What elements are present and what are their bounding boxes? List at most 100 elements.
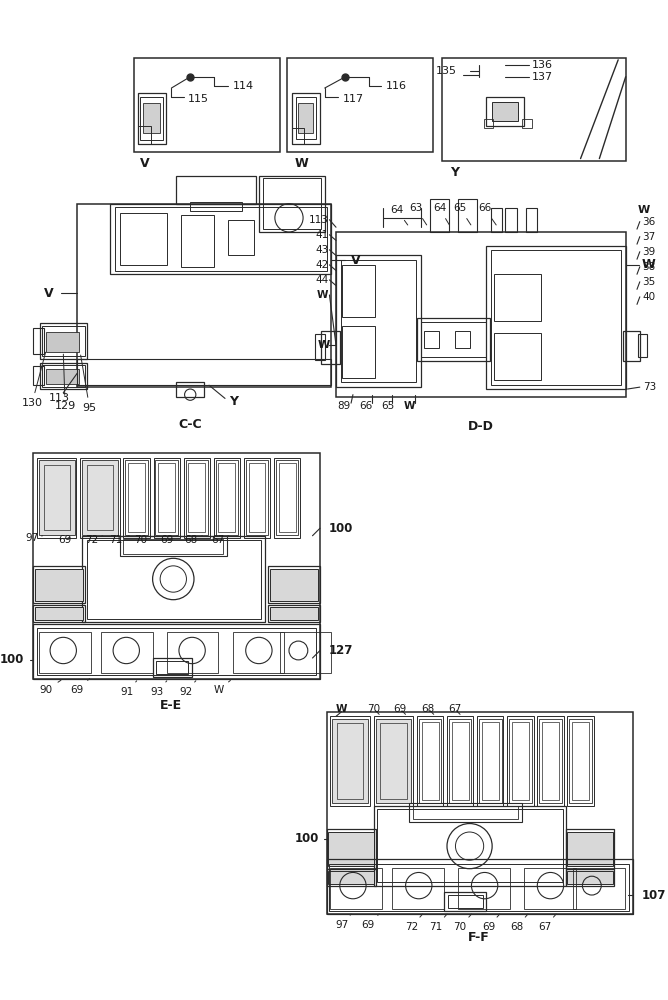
Bar [35,569,83,601]
Bar [248,463,265,532]
Bar [409,803,522,822]
Text: 136: 136 [532,60,552,70]
Text: W: W [403,401,415,411]
Bar [522,119,532,128]
Text: 129: 129 [55,354,75,411]
Bar [392,868,444,909]
Bar [270,607,318,620]
Bar [124,458,150,538]
Bar [491,208,502,232]
Bar [331,868,382,909]
Bar [505,208,516,232]
Bar [341,260,416,382]
Bar [524,868,576,909]
Bar [280,632,331,673]
Bar [43,465,70,530]
Text: 97: 97 [25,533,43,543]
Text: 64: 64 [391,205,407,225]
Bar [186,460,208,535]
Bar [46,332,79,352]
Bar [156,460,178,535]
Bar [380,723,407,799]
Bar [216,460,238,535]
Bar [35,607,83,620]
Bar [228,220,255,255]
Bar [39,632,91,673]
Bar [537,716,564,806]
Bar [232,632,285,673]
Bar [101,632,152,673]
Bar [143,103,160,133]
Bar [327,869,375,886]
Text: 73: 73 [643,382,656,392]
Text: 100: 100 [0,653,24,666]
Bar [279,463,295,532]
Text: 69: 69 [361,914,379,930]
Bar [566,829,615,869]
Text: 65: 65 [381,401,394,411]
Bar [331,716,370,806]
Text: 67: 67 [538,914,556,932]
Bar [341,265,375,317]
Bar [373,806,566,886]
Bar [299,103,313,133]
Bar [321,331,340,364]
Bar [567,832,613,866]
Text: 72: 72 [405,914,423,932]
Bar [218,463,235,532]
Bar [494,333,541,380]
Bar [259,176,325,232]
Text: W: W [642,258,655,271]
Text: 135: 135 [436,66,456,76]
Text: 69: 69 [69,679,90,695]
Bar [263,178,321,229]
Text: Y: Y [450,166,459,179]
Text: 38: 38 [643,262,656,272]
Bar [33,453,320,679]
Bar [37,458,76,538]
Bar [452,722,469,800]
Text: 113: 113 [49,393,70,403]
Text: 97: 97 [335,914,351,930]
Bar [341,326,375,378]
Bar [154,458,180,538]
Text: 113: 113 [309,215,329,225]
Bar [332,719,368,803]
Text: 66: 66 [478,203,496,225]
Bar [295,97,316,139]
Bar [181,215,214,267]
Bar [492,102,518,121]
Text: 70: 70 [367,704,380,714]
Bar [87,465,113,530]
Text: 116: 116 [386,81,407,91]
Text: W: W [295,157,308,170]
Text: 37: 37 [643,232,656,242]
Text: 107: 107 [642,889,666,902]
Bar [486,246,626,389]
Bar [158,463,175,532]
Bar [417,716,444,806]
Bar [327,829,375,869]
Text: V: V [44,287,54,300]
Bar [33,624,320,679]
Bar [424,331,440,348]
Bar [39,323,87,359]
Text: 69: 69 [482,914,500,932]
Text: 70: 70 [454,914,472,932]
Bar [33,366,45,385]
Bar [484,119,493,128]
Text: 127: 127 [329,644,353,657]
Bar [269,566,320,603]
Bar [274,458,301,538]
Bar [417,318,490,361]
Bar [327,859,633,914]
Bar [33,566,85,603]
Bar [39,363,87,389]
Bar [128,463,145,532]
Bar [287,58,433,152]
Bar [80,458,120,538]
Bar [41,365,85,387]
Text: 67: 67 [211,535,229,545]
Bar [458,199,477,232]
Bar [422,722,438,800]
